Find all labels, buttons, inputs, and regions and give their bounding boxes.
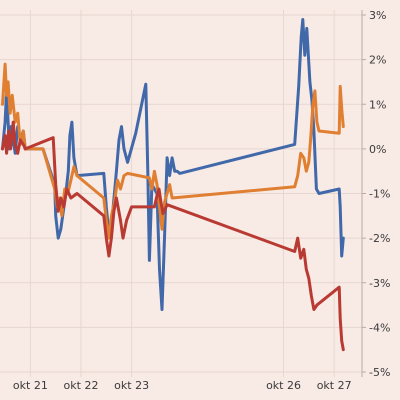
x-tick-label: okt 21 — [13, 379, 48, 392]
y-tick-label: 2% — [369, 54, 386, 67]
y-tick-label: 3% — [369, 9, 386, 22]
y-tick-label: 0% — [369, 143, 386, 156]
x-tick-label: okt 26 — [266, 379, 301, 392]
y-tick-label: -3% — [369, 277, 390, 290]
y-tick-label: -4% — [369, 321, 390, 334]
y-tick-label: 1% — [369, 98, 386, 111]
y-tick-label: -5% — [369, 366, 390, 379]
series-line-2 — [1, 120, 345, 352]
y-tick-label: -1% — [369, 188, 390, 201]
x-tick-label: okt 23 — [114, 379, 149, 392]
x-tick-label: okt 22 — [64, 379, 99, 392]
series-lines — [1, 18, 345, 352]
y-tick-label: -2% — [369, 232, 390, 245]
x-tick-labels: okt 21 okt 22 okt 23 okt 26 okt 27 — [13, 379, 352, 392]
y-tick-labels: 3% 2% 1% 0% -1% -2% -3% -4% -5% — [369, 9, 390, 379]
x-tick-label: okt 27 — [317, 379, 352, 392]
gridlines — [0, 10, 366, 377]
series-line-1 — [1, 62, 345, 240]
